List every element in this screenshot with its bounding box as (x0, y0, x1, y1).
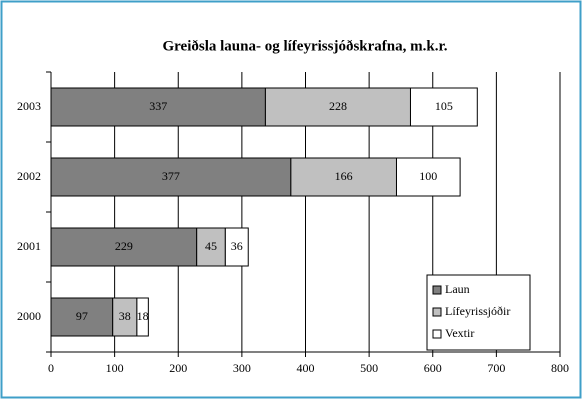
value-label: 377 (162, 169, 180, 183)
x-tick-label: 200 (169, 361, 187, 375)
bar-segment (395, 157, 461, 197)
bar-segment (409, 87, 478, 127)
bar-segment (290, 157, 397, 197)
value-label: 166 (335, 169, 353, 183)
bar-segment (50, 87, 266, 127)
y-tick-label: 2001 (17, 239, 41, 253)
x-tick-label: 100 (106, 361, 124, 375)
legend-swatch (432, 285, 442, 295)
x-tick-label: 500 (360, 361, 378, 375)
bar-segment (50, 227, 198, 267)
value-label: 337 (149, 99, 167, 113)
y-tick-label: 2002 (17, 169, 41, 183)
legend-label: Laun (445, 282, 470, 296)
x-tick-label: 400 (297, 361, 315, 375)
bar-segment (112, 297, 138, 337)
x-tick-label: 300 (233, 361, 251, 375)
bar-segment (264, 87, 411, 127)
legend-swatch (432, 329, 442, 339)
bar-segment (196, 227, 226, 267)
legend-label: Lífeyrissjóðir (445, 304, 510, 318)
x-tick-label: 800 (551, 361, 569, 375)
legend-label: Vextir (445, 326, 474, 340)
bar-segment (50, 157, 292, 197)
bar-segment (136, 297, 149, 337)
y-tick-label: 2000 (17, 309, 41, 323)
legend-swatch (432, 307, 442, 317)
value-label: 97 (76, 309, 88, 323)
value-label: 229 (115, 239, 133, 253)
x-tick-label: 0 (48, 361, 54, 375)
x-tick-label: 700 (487, 361, 505, 375)
y-tick-label: 2003 (17, 99, 41, 113)
value-label: 100 (419, 169, 437, 183)
bar-segment (50, 297, 114, 337)
x-tick-label: 600 (424, 361, 442, 375)
value-label: 228 (329, 99, 347, 113)
bar-segment (224, 227, 249, 267)
value-label: 105 (435, 99, 453, 113)
value-label: 18 (137, 309, 149, 323)
value-label: 36 (231, 239, 243, 253)
chart-title: Greiðsla launa- og lífeyrissjóðskrafna, … (162, 38, 447, 54)
legend-box (426, 274, 531, 351)
value-label: 38 (119, 309, 131, 323)
value-label: 45 (205, 239, 217, 253)
